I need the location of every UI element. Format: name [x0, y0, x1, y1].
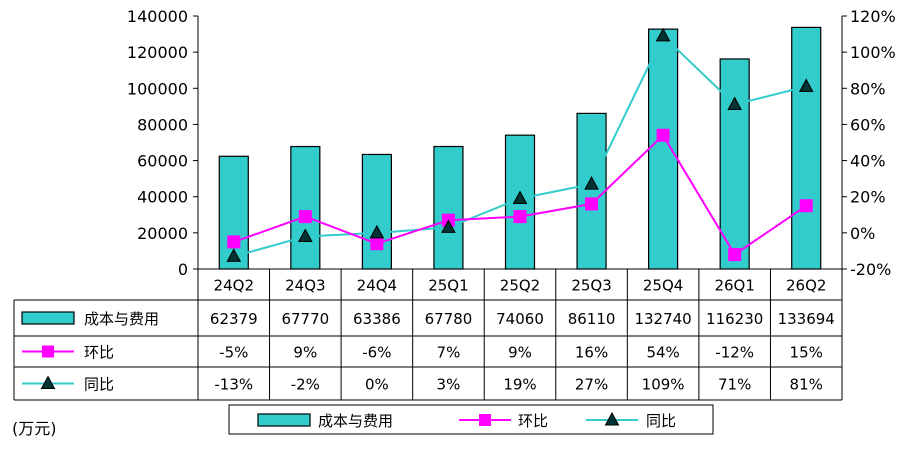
legend-key-yoy-marker [604, 411, 620, 426]
legend-label-yoy: 同比 [646, 412, 676, 430]
left-tick-label: 0 [178, 260, 188, 279]
right-tick-label: 120% [850, 7, 896, 26]
table-row-qoq-value: 9% [508, 344, 532, 362]
table-row-cost-value: 62379 [210, 310, 258, 328]
qoq-marker [799, 199, 813, 213]
table-row-cost-value: 74060 [496, 310, 544, 328]
qoq-marker [298, 210, 312, 224]
legend-key-bar [21, 311, 75, 325]
table-row-yoy-value: 71% [718, 376, 751, 394]
qoq-marker [227, 235, 241, 249]
category-label: 24Q4 [357, 277, 397, 295]
yoy-marker [441, 219, 456, 233]
right-tick-label: 20% [850, 188, 886, 207]
yoy-marker [584, 176, 599, 190]
right-tick-label: -20% [850, 260, 891, 279]
left-tick-label: 60000 [137, 152, 188, 171]
left-tick-label: 20000 [137, 224, 188, 243]
table-row-cost-value: 133694 [778, 310, 835, 328]
right-tick-label: 100% [850, 43, 896, 62]
category-label: 25Q4 [643, 277, 683, 295]
bar [433, 145, 464, 270]
bar [290, 145, 321, 270]
bar [791, 26, 822, 270]
qoq-marker [728, 248, 742, 262]
table-row-qoq-value: -5% [219, 344, 248, 362]
yoy-marker [369, 224, 385, 239]
table-row-cost-label: 成本与费用 [84, 310, 159, 328]
category-label: 24Q3 [285, 277, 325, 295]
right-tick-label: 40% [850, 152, 886, 171]
qoq-marker [513, 210, 527, 224]
table-row-yoy-value: 19% [503, 376, 536, 394]
yoy-marker [727, 96, 743, 111]
table-row-qoq-value: 9% [293, 344, 317, 362]
left-tick-label: 120000 [127, 43, 188, 62]
category-label: 25Q1 [428, 277, 468, 295]
table-row-yoy-value: -13% [214, 376, 253, 394]
bar [648, 28, 679, 270]
category-label: 26Q2 [786, 277, 826, 295]
left-tick-label: 40000 [137, 188, 188, 207]
right-tick-label: 60% [850, 115, 886, 134]
table-row-yoy-value: 81% [790, 376, 823, 394]
legend-key-qoq-marker [479, 414, 491, 426]
table-row-qoq-value: 15% [790, 344, 823, 362]
table-row-qoq-value: 54% [646, 344, 679, 362]
table-row-qoq-value: -12% [715, 344, 754, 362]
unit-label: (万元) [12, 419, 57, 438]
table-row-cost-value: 67780 [425, 310, 473, 328]
yoy-marker [655, 27, 671, 42]
right-tick-label: 0% [850, 224, 875, 243]
qoq-marker [585, 197, 599, 211]
bar [576, 112, 607, 270]
legend-key-bar [257, 413, 311, 427]
table-row-cost-value: 86110 [568, 310, 616, 328]
table-row-qoq-label: 环比 [84, 344, 114, 362]
table-row-cost-value: 132740 [634, 310, 691, 328]
bar [361, 153, 392, 270]
yoy-marker [512, 190, 528, 205]
qoq-marker [656, 128, 670, 142]
legend-key-qoq-marker [42, 345, 54, 358]
table-row-yoy-value: 109% [642, 376, 685, 394]
table-row-cost-value: 116230 [706, 310, 763, 328]
table-row-cost-value: 63386 [353, 310, 401, 328]
category-label: 25Q3 [571, 277, 611, 295]
table-row-yoy-value: 0% [365, 376, 389, 394]
category-label: 25Q2 [500, 277, 540, 295]
yoy-marker [798, 78, 814, 92]
right-tick-label: 80% [850, 79, 886, 98]
yoy-marker [297, 228, 313, 242]
table-row-yoy-label: 同比 [84, 376, 114, 394]
table-row-cost-value: 67770 [281, 310, 329, 328]
table-row-qoq-value: 7% [437, 344, 461, 362]
table-row-qoq-value: -6% [362, 344, 391, 362]
qoq-marker [370, 237, 384, 251]
category-label: 26Q1 [714, 277, 754, 295]
legend-label-qoq: 环比 [518, 412, 548, 430]
yoy-marker [226, 248, 242, 262]
table-row-qoq-value: 16% [575, 344, 608, 362]
table-row-yoy-value: 27% [575, 376, 608, 394]
legend-key-yoy-marker [40, 375, 56, 389]
table-row-yoy-value: -2% [291, 376, 320, 394]
category-label: 24Q2 [214, 277, 254, 295]
left-tick-label: 140000 [127, 7, 188, 26]
left-tick-label: 80000 [137, 115, 188, 134]
legend-label-cost: 成本与费用 [318, 412, 393, 430]
table-row-yoy-value: 3% [437, 376, 461, 394]
left-tick-label: 100000 [127, 79, 188, 98]
